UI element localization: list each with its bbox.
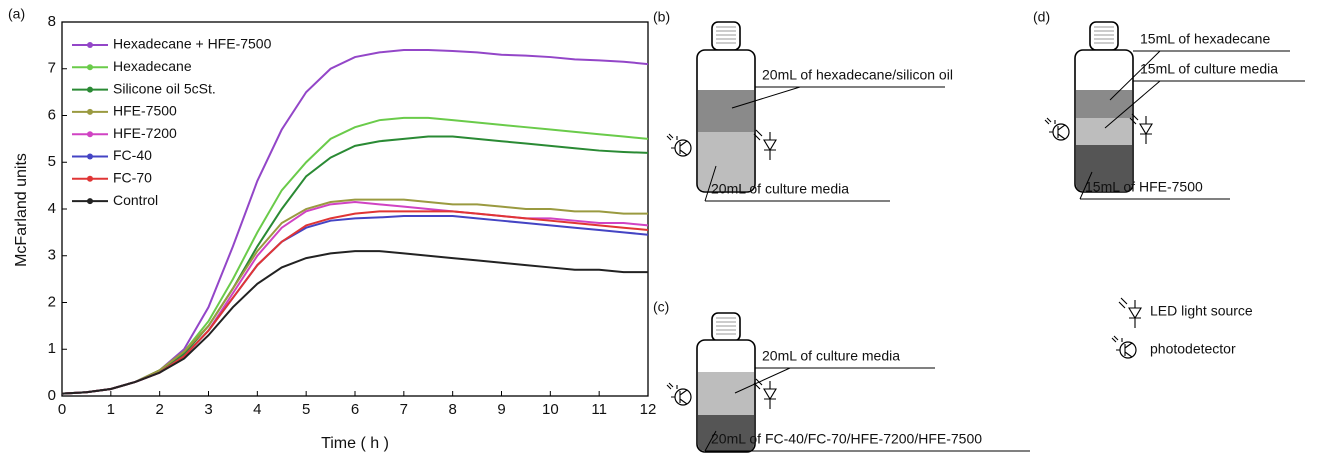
- legend-marker: [87, 131, 93, 138]
- legend-marker: [87, 86, 93, 93]
- legend-marker: [87, 198, 93, 205]
- layer: [1076, 90, 1132, 118]
- annotation: 15mL of hexadecane: [1140, 31, 1270, 47]
- leader: [704, 430, 1030, 452]
- legend-label: Silicone oil 5cSt.: [113, 80, 216, 96]
- layer: [1076, 118, 1132, 145]
- y-tick-label: 0: [48, 387, 56, 404]
- x-axis-label: Time ( h ): [321, 435, 389, 452]
- series-line: [61, 250, 648, 395]
- x-tick-label: 12: [640, 401, 657, 418]
- annotation: 20mL of hexadecane/silicon oil: [762, 67, 953, 83]
- x-tick-label: 7: [400, 401, 408, 418]
- annotation: 20mL of culture media: [711, 181, 849, 197]
- series-line: [61, 200, 649, 395]
- leader: [704, 165, 890, 202]
- x-tick-label: 4: [253, 401, 261, 418]
- panel-label: (d): [1033, 9, 1050, 25]
- legend-marker: [87, 153, 93, 160]
- x-tick-label: 10: [542, 401, 559, 418]
- panel-label: (c): [653, 299, 669, 315]
- legend-label: Control: [113, 192, 158, 208]
- layer: [698, 372, 754, 415]
- y-tick-label: 8: [48, 13, 56, 30]
- y-tick-label: 6: [48, 106, 56, 123]
- layer: [698, 415, 754, 451]
- legend-marker: [87, 64, 93, 71]
- layer: [1076, 145, 1132, 191]
- legend-label: HFE-7200: [113, 125, 177, 141]
- legend-marker: [87, 108, 93, 115]
- legend-label: FC-40: [113, 147, 152, 163]
- legend-marker: [87, 175, 93, 182]
- x-tick-label: 6: [351, 401, 359, 418]
- legend-label: Hexadecane: [113, 58, 192, 74]
- y-tick-label: 5: [48, 153, 56, 170]
- leader: [731, 86, 945, 109]
- series-line: [61, 198, 648, 395]
- x-tick-label: 5: [302, 401, 310, 418]
- annotation: 20mL of FC-40/FC-70/HFE-7200/HFE-7500: [711, 431, 982, 447]
- legend-label: HFE-7500: [113, 103, 177, 119]
- panel-label: (b): [653, 9, 670, 25]
- layer: [698, 90, 754, 132]
- x-tick-label: 9: [497, 401, 505, 418]
- y-tick-label: 1: [48, 340, 56, 357]
- key-label: LED light source: [1150, 303, 1253, 319]
- x-tick-label: 11: [591, 401, 607, 418]
- panel-label: (a): [8, 6, 25, 22]
- legend-label: FC-70: [113, 170, 152, 186]
- leader: [734, 367, 935, 394]
- y-tick-label: 7: [48, 60, 56, 77]
- key-label: photodetector: [1150, 341, 1236, 357]
- series-line: [61, 210, 649, 395]
- legend-marker: [87, 42, 93, 48]
- legend-label: Hexadecane + HFE-7500: [113, 36, 272, 52]
- y-axis-label: McFarland units: [13, 153, 30, 267]
- x-tick-label: 0: [58, 401, 66, 418]
- annotation: 15mL of culture media: [1140, 61, 1278, 77]
- y-tick-label: 3: [48, 247, 56, 264]
- leader: [1104, 80, 1305, 129]
- x-tick-label: 2: [155, 401, 163, 418]
- x-tick-label: 3: [204, 401, 212, 418]
- layer: [698, 132, 754, 191]
- leader: [1109, 50, 1290, 101]
- annotation: 20mL of culture media: [762, 348, 900, 364]
- y-tick-label: 4: [48, 200, 56, 217]
- y-tick-label: 2: [48, 293, 56, 310]
- x-tick-label: 8: [448, 401, 456, 418]
- annotation: 15mL of HFE-7500: [1085, 179, 1203, 195]
- series-line: [61, 215, 649, 395]
- x-tick-label: 1: [107, 401, 115, 418]
- leader: [1079, 171, 1230, 200]
